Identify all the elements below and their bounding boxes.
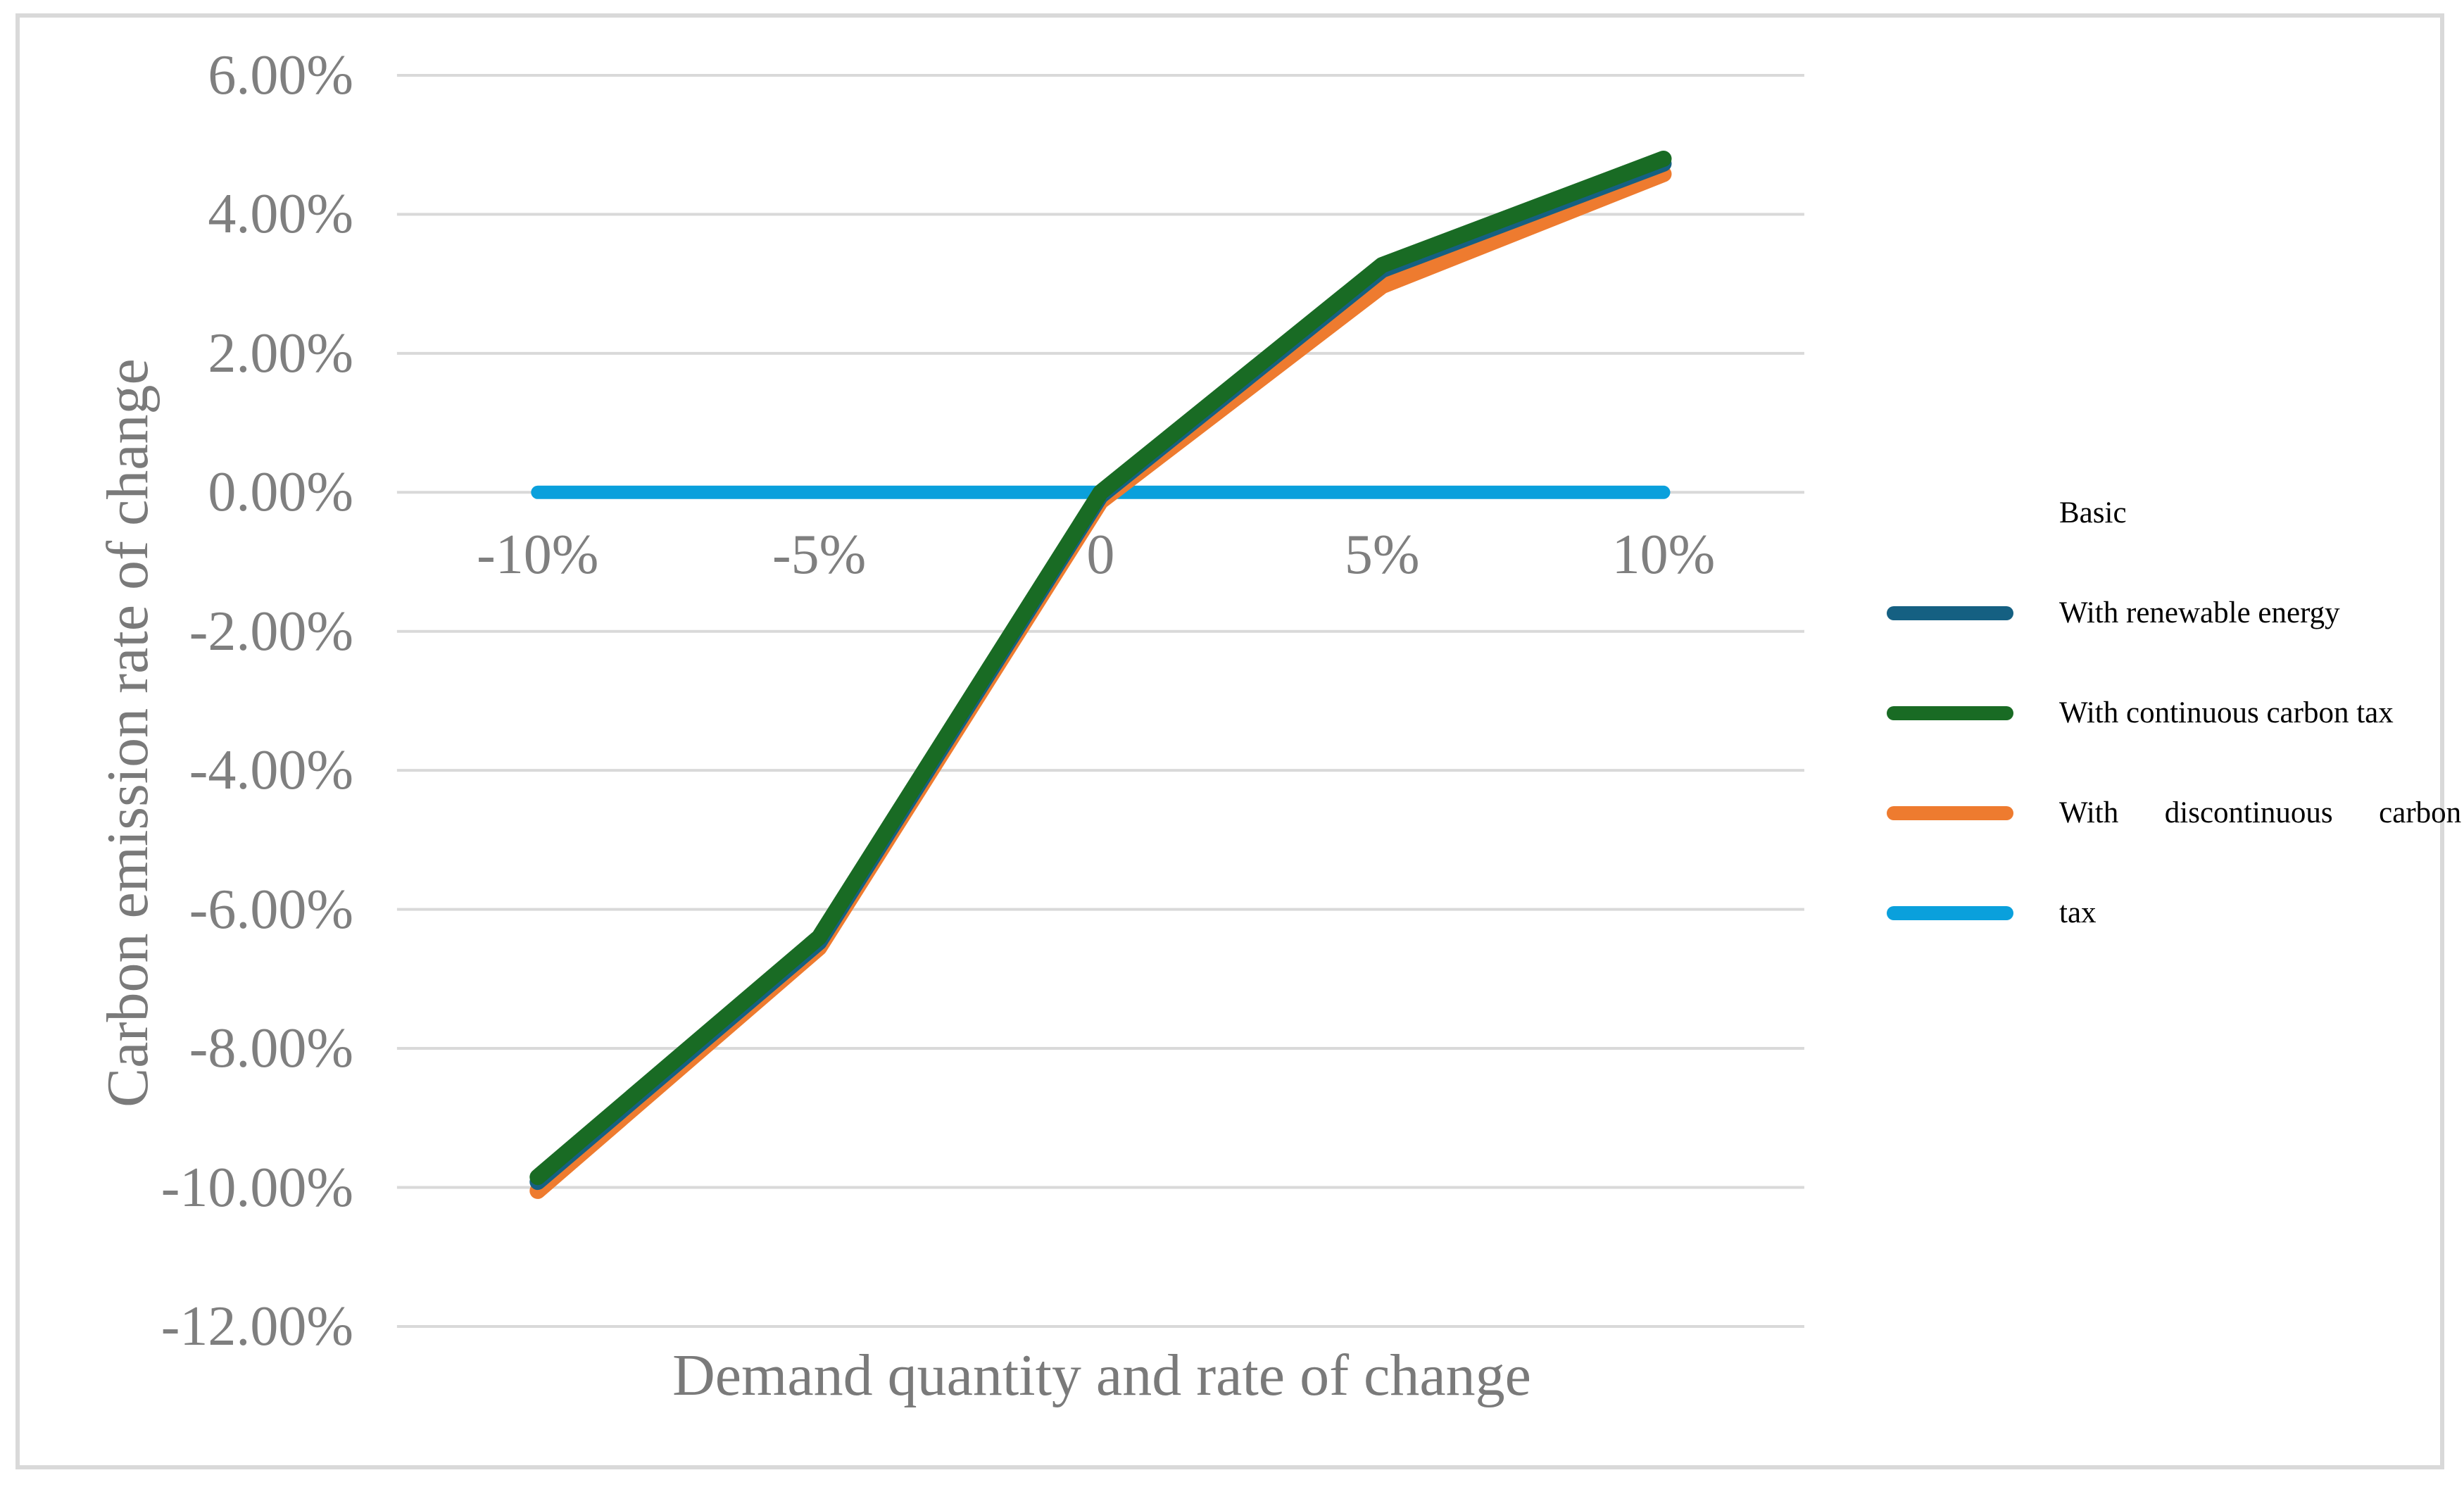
y-tick-label: -8.00% [189, 1017, 353, 1080]
legend-swatch-with-discontinuous-carbon [1887, 806, 2013, 820]
y-tick-label: -10.00% [161, 1156, 353, 1219]
legend-label: With continuous carbon tax [2059, 696, 2394, 729]
x-tick-label: -5% [772, 524, 867, 586]
y-tick-label: -6.00% [189, 878, 353, 941]
figure-border [15, 13, 2444, 1469]
y-tick-label: 2.00% [208, 322, 353, 384]
x-tick-label: -10% [477, 524, 599, 586]
x-axis-title: Demand quantity and rate of change [672, 1343, 1531, 1408]
legend-swatch-tax [1887, 906, 2013, 920]
x-tick-label: 0 [1086, 524, 1115, 586]
y-tick-label: 0.00% [208, 461, 353, 524]
x-tick-label: 10% [1611, 524, 1716, 586]
legend-label: With discontinuous carbon [2059, 796, 2462, 829]
y-tick-label: 4.00% [208, 183, 353, 246]
series-line-with-continuous-carbon-tax [529, 150, 1672, 1186]
y-tick-label: -4.00% [189, 739, 353, 802]
legend-label: Basic [2059, 496, 2127, 529]
legend-swatch-with-renewable-energy [1887, 606, 2013, 620]
legend-label: With renewable energy [2059, 596, 2340, 629]
legend-label: tax [2059, 896, 2097, 929]
y-axis-title: Carbon emission rate of change [95, 358, 161, 1108]
y-tick-label: -2.00% [189, 600, 353, 663]
legend-swatch-with-continuous-carbon-tax [1887, 706, 2013, 720]
y-tick-label: -12.00% [161, 1295, 353, 1357]
y-tick-label: 6.00% [208, 44, 353, 106]
x-tick-label: 5% [1344, 524, 1420, 586]
